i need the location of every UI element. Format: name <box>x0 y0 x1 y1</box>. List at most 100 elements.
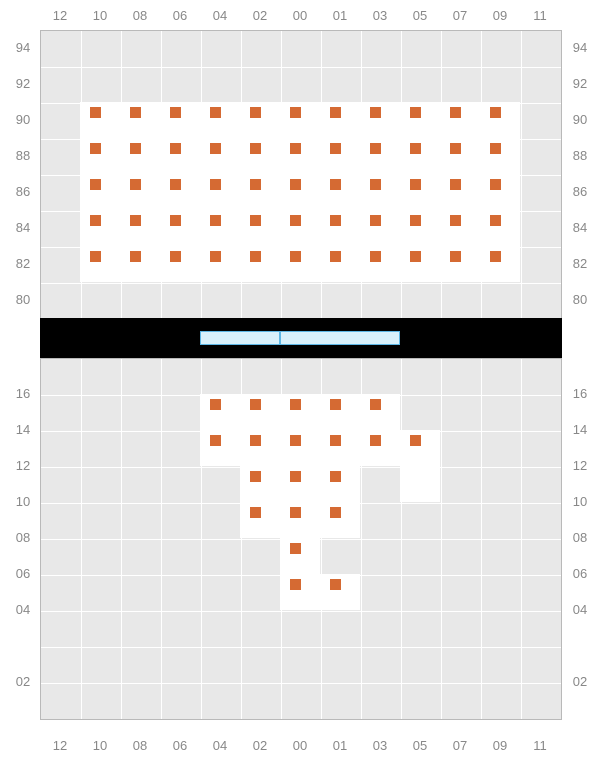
seat-marker[interactable] <box>410 107 421 118</box>
seat-marker[interactable] <box>490 215 501 226</box>
seat-marker[interactable] <box>250 399 261 410</box>
seat-marker[interactable] <box>90 143 101 154</box>
seat-marker[interactable] <box>210 143 221 154</box>
seat-marker[interactable] <box>290 179 301 190</box>
seat-marker[interactable] <box>330 143 341 154</box>
col-label-bottom: 08 <box>120 738 160 753</box>
seat-marker[interactable] <box>250 179 261 190</box>
seat-marker[interactable] <box>170 107 181 118</box>
seat-marker[interactable] <box>450 107 461 118</box>
seat-marker[interactable] <box>170 251 181 262</box>
seat-marker[interactable] <box>290 107 301 118</box>
seat-marker[interactable] <box>450 215 461 226</box>
col-label-bottom: 07 <box>440 738 480 753</box>
seat-marker[interactable] <box>330 215 341 226</box>
seat-marker[interactable] <box>130 143 141 154</box>
seat-marker[interactable] <box>330 399 341 410</box>
seat-marker[interactable] <box>370 251 381 262</box>
seat-marker[interactable] <box>210 215 221 226</box>
col-label-bottom: 01 <box>320 738 360 753</box>
seat-marker[interactable] <box>370 399 381 410</box>
seat-marker[interactable] <box>290 143 301 154</box>
seat-marker[interactable] <box>370 215 381 226</box>
row-label-left: 04 <box>8 603 38 616</box>
seat-marker[interactable] <box>450 179 461 190</box>
seat-marker[interactable] <box>370 435 381 446</box>
seat-marker[interactable] <box>410 215 421 226</box>
seat-marker[interactable] <box>170 143 181 154</box>
col-label-bottom: 10 <box>80 738 120 753</box>
col-label-top: 03 <box>360 8 400 23</box>
seat-marker[interactable] <box>250 471 261 482</box>
row-label-right: 94 <box>565 41 595 54</box>
seat-marker[interactable] <box>410 179 421 190</box>
seat-marker[interactable] <box>370 107 381 118</box>
seat-marker[interactable] <box>90 179 101 190</box>
col-label-top: 12 <box>40 8 80 23</box>
seat-marker[interactable] <box>250 143 261 154</box>
seat-marker[interactable] <box>330 107 341 118</box>
col-label-top: 10 <box>80 8 120 23</box>
seat-marker[interactable] <box>330 507 341 518</box>
row-label-left: 84 <box>8 221 38 234</box>
seat-marker[interactable] <box>130 179 141 190</box>
seat-marker[interactable] <box>130 107 141 118</box>
seat-marker[interactable] <box>90 215 101 226</box>
seat-marker[interactable] <box>330 435 341 446</box>
seat-marker[interactable] <box>290 215 301 226</box>
row-label-left: 94 <box>8 41 38 54</box>
col-label-bottom: 02 <box>240 738 280 753</box>
seat-marker[interactable] <box>170 179 181 190</box>
row-label-right: 84 <box>565 221 595 234</box>
grid-line <box>41 611 561 612</box>
seat-marker[interactable] <box>450 251 461 262</box>
seat-marker[interactable] <box>490 107 501 118</box>
seat-marker[interactable] <box>330 471 341 482</box>
seat-marker[interactable] <box>410 251 421 262</box>
seat-marker[interactable] <box>490 179 501 190</box>
seat-marker[interactable] <box>290 399 301 410</box>
seat-marker[interactable] <box>290 579 301 590</box>
seat-marker[interactable] <box>490 251 501 262</box>
seat-marker[interactable] <box>250 215 261 226</box>
col-label-top: 06 <box>160 8 200 23</box>
stage-desk <box>200 331 280 345</box>
seat-marker[interactable] <box>130 215 141 226</box>
seat-marker[interactable] <box>250 107 261 118</box>
seat-marker[interactable] <box>410 435 421 446</box>
grid-line <box>41 647 561 648</box>
col-label-bottom: 00 <box>280 738 320 753</box>
seat-marker[interactable] <box>290 435 301 446</box>
seat-marker[interactable] <box>290 471 301 482</box>
seat-marker[interactable] <box>370 179 381 190</box>
seat-marker[interactable] <box>330 579 341 590</box>
seat-marker[interactable] <box>90 107 101 118</box>
row-label-left: 12 <box>8 459 38 472</box>
seat-marker[interactable] <box>170 215 181 226</box>
seat-marker[interactable] <box>250 251 261 262</box>
seat-marker[interactable] <box>90 251 101 262</box>
seat-marker[interactable] <box>490 143 501 154</box>
seat-marker[interactable] <box>290 543 301 554</box>
seat-marker[interactable] <box>450 143 461 154</box>
seat-marker[interactable] <box>330 251 341 262</box>
col-label-top: 05 <box>400 8 440 23</box>
seat-marker[interactable] <box>250 507 261 518</box>
seat-marker[interactable] <box>210 179 221 190</box>
row-label-right: 82 <box>565 257 595 270</box>
seat-marker[interactable] <box>130 251 141 262</box>
seat-marker[interactable] <box>210 399 221 410</box>
row-label-right: 02 <box>565 675 595 688</box>
seat-marker[interactable] <box>290 507 301 518</box>
seat-marker[interactable] <box>210 435 221 446</box>
seat-marker[interactable] <box>250 435 261 446</box>
seat-marker[interactable] <box>330 179 341 190</box>
grid-line <box>41 67 561 68</box>
seat-marker[interactable] <box>210 251 221 262</box>
row-label-left: 90 <box>8 113 38 126</box>
seat-marker[interactable] <box>210 107 221 118</box>
seat-marker[interactable] <box>410 143 421 154</box>
seat-marker[interactable] <box>370 143 381 154</box>
seat-marker[interactable] <box>290 251 301 262</box>
row-label-right: 12 <box>565 459 595 472</box>
